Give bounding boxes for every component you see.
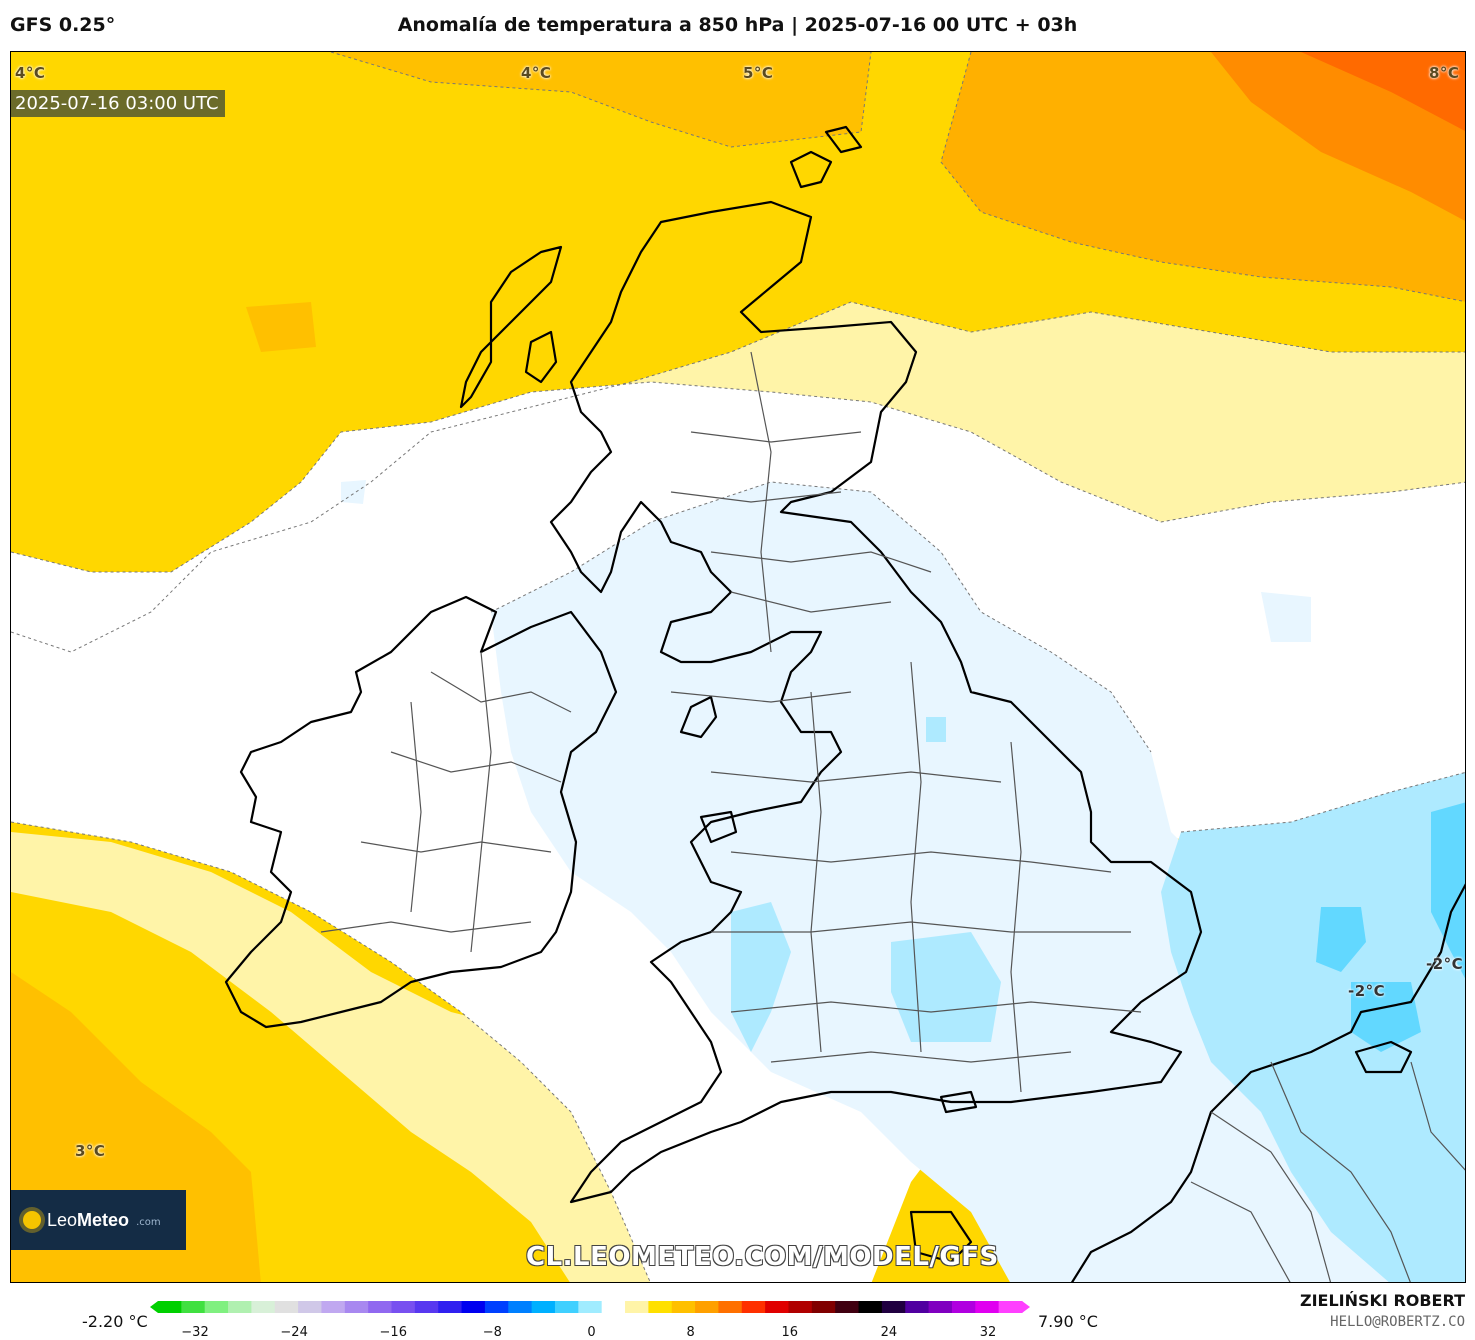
contour-label-e2: -2°C [1348,982,1386,1000]
colorbar-cell [484,1301,509,1313]
colorbar-cell [811,1301,836,1313]
colorbar-cell [858,1301,883,1313]
colorbar-max-label: 7.90 °C [1038,1312,1098,1331]
colorbar-tick-label: 24 [880,1325,898,1340]
sun-icon [23,1211,41,1229]
colorbar-tick-label: 32 [979,1325,997,1340]
field-cool-light-patch-2 [341,480,366,504]
field-warm-red [1301,52,1465,131]
colorbar-cell [671,1301,696,1313]
field-cool-dark-2 [1431,802,1465,979]
contour-label-n: 4°C [521,64,552,82]
colorbar-cell [741,1301,766,1313]
colorbar [150,1301,1030,1313]
colorbar-cell [975,1301,1000,1313]
coast-cotentin [909,1210,973,1264]
colorbar-cell [788,1301,813,1313]
logo-suffix: .com [136,1217,161,1228]
colorbar-tick-label: 8 [686,1325,695,1340]
contour-label-e1: -2°C [1426,955,1464,973]
coast-ireland [224,595,618,1029]
field-warm-dark-patch [246,302,316,352]
field-cool-wales [731,902,791,1052]
colorbar-cell [881,1301,906,1313]
colorbar-tick-label: −8 [482,1325,502,1340]
coast-skye [524,330,558,384]
colorbar-cell [835,1301,860,1313]
model-label: GFS 0.25° [10,14,116,36]
colorbar-cell [531,1301,556,1313]
colorbar-cell [368,1301,393,1313]
colorbar-tick-label: −24 [280,1325,308,1340]
coast-orkney [789,150,833,189]
colorbar-cell [508,1301,533,1313]
coast-zeeland [1354,1040,1413,1074]
colorbar-cell [438,1301,463,1313]
coast-hebrides [459,245,563,409]
logo-text: LeoMeteo [47,1209,130,1230]
colorbar-cell [158,1301,182,1313]
coast-great-britain [549,200,1203,1204]
colorbar-tick-label: 0 [587,1325,596,1340]
watermark: CL.LEOMETEO.COM/MODEL/GFS [526,1242,999,1272]
field-warm-light-band [11,302,1465,792]
field-cool-light-patch [1261,592,1311,642]
leometeo-logo: LeoMeteo .com [11,1190,186,1250]
colorbar-extend-low [150,1301,158,1313]
field-cool-light [491,482,1465,1282]
colorbar-cell [321,1301,346,1313]
contour-label-far-ne: 8°C [1429,64,1460,82]
contour-label-sw: 3°C [75,1142,106,1160]
colorbar-cell [274,1301,299,1313]
colorbar-tick-label: −32 [181,1325,209,1340]
colorbar-cell [648,1301,673,1313]
anomaly-map [11,52,1465,1282]
field-cool [1161,772,1465,1282]
chart-title: Anomalía de temperatura a 850 hPa | 2025… [397,14,1078,36]
colorbar-cell [951,1301,976,1313]
colorbar-cell [928,1301,953,1313]
colorbar-cell [905,1301,930,1313]
colorbar-cell [695,1301,719,1313]
colorbar-tick-label: −16 [379,1325,407,1340]
colorbar-cell [204,1301,229,1313]
field-warm-dark-n [331,52,871,147]
author-credit: ZIELIŃSKI ROBERT [1299,1291,1465,1310]
colorbar-cell [998,1301,1023,1313]
colorbar-cell [554,1301,579,1313]
coast-isle-of-wight [939,1090,978,1114]
colorbar-extend-high [1022,1301,1030,1313]
colorbar-cell [181,1301,206,1313]
colorbar-cell [461,1301,486,1313]
contour-label-nw: 4°C [15,64,46,82]
colorbar-cell [344,1301,369,1313]
field-warm-light-south [11,832,651,1282]
colorbar-cell [228,1301,252,1313]
colorbar-cell [251,1301,276,1313]
coastlines [224,125,1465,1282]
colorbar-cell [625,1301,649,1313]
contour-lines [11,52,1465,1282]
colorbar-cell [298,1301,322,1313]
field-cool-dark-1 [1316,907,1366,972]
admin-boundaries [320,351,1465,1282]
field-cool-patch-n [926,717,946,742]
colorbar-cell [601,1301,626,1313]
colorbar-tick-label: 16 [781,1325,799,1340]
coast-continent [1070,883,1465,1282]
field-cool-dark-3 [1351,982,1421,1052]
coast-orkney-2 [824,125,863,154]
colorbar-cell [414,1301,439,1313]
coast-anglesey [699,810,738,844]
colorbar-cell [578,1301,603,1313]
colorbar-min-label: -2.20 °C [82,1312,148,1331]
valid-time-badge: 2025-07-16 03:00 UTC [11,90,225,117]
author-email: HELLO@ROBERTZ.CO [1330,1314,1465,1330]
map-panel[interactable]: 2025-07-16 03:00 UTC 4°C 4°C 5°C 8°C 3°C… [10,51,1466,1283]
coast-isle-of-man [679,695,718,739]
colorbar-cell [765,1301,789,1313]
colorbar-cell [391,1301,416,1313]
contour-label-ne: 5°C [743,64,774,82]
colorbar-cell [718,1301,743,1313]
